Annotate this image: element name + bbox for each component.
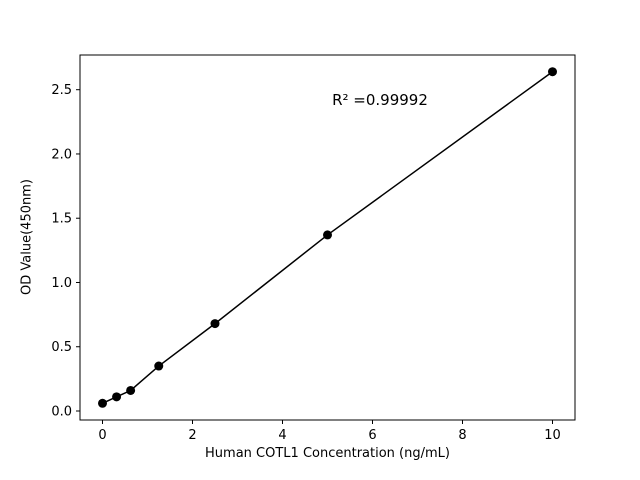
- r-squared-annotation: R² =0.99992: [332, 91, 428, 109]
- x-tick-label: 2: [188, 428, 196, 443]
- data-point: [323, 230, 332, 240]
- y-tick-label: 0.0: [51, 405, 72, 420]
- y-tick-label: 1.0: [51, 276, 72, 291]
- data-point: [126, 385, 136, 395]
- data-point: [112, 392, 122, 402]
- y-tick-label: 0.5: [51, 340, 72, 355]
- y-tick-label: 2.0: [51, 147, 72, 162]
- y-tick-label: 2.5: [51, 83, 72, 98]
- y-axis-label: OD Value(450nm): [19, 179, 35, 295]
- data-point: [210, 319, 220, 329]
- data-point: [548, 67, 557, 77]
- x-tick-label: 8: [458, 428, 466, 443]
- data-point: [154, 361, 164, 371]
- x-tick-label: 10: [544, 428, 561, 443]
- data-point: [98, 398, 107, 408]
- plot-border: [79, 54, 576, 421]
- x-tick-label: 4: [278, 428, 286, 443]
- x-tick-label: 0: [98, 428, 106, 443]
- y-tick-label: 1.5: [51, 212, 72, 227]
- x-axis-label: Human COTL1 Concentration (ng/mL): [205, 446, 450, 461]
- x-tick-label: 6: [368, 428, 376, 443]
